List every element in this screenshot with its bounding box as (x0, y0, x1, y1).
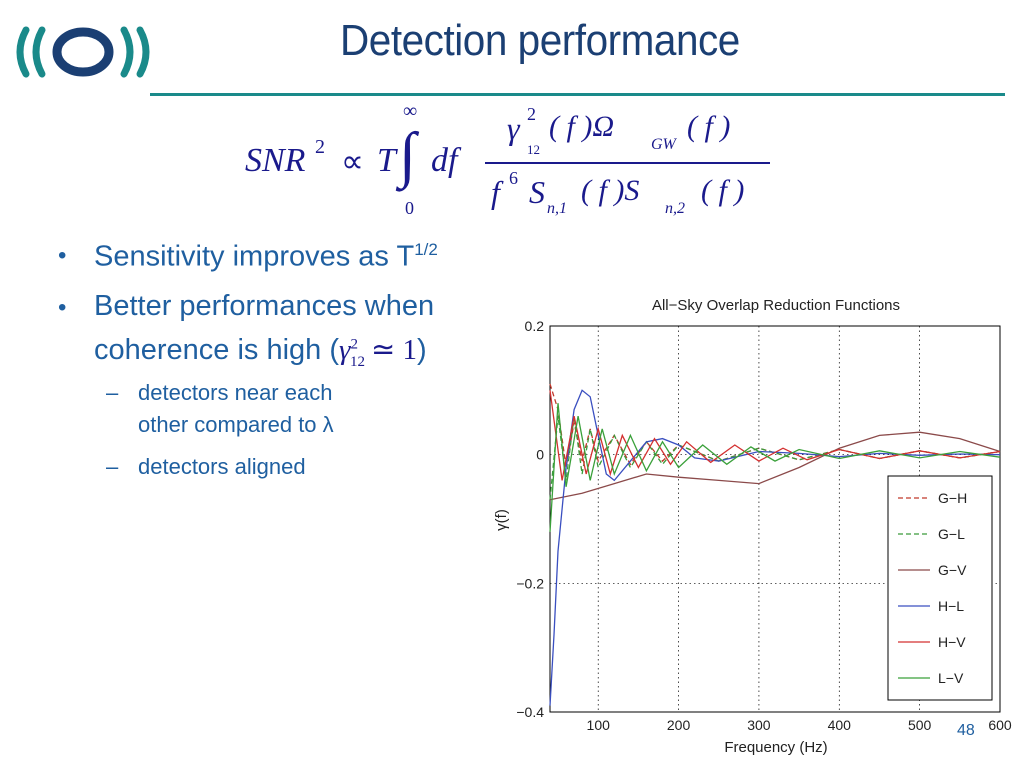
coherence-simeq: ≃ 1 (370, 334, 418, 366)
chart-legend-label: G−V (938, 562, 967, 578)
coherence-gamma-sup: 2 (350, 336, 358, 353)
chart-ytick-label: 0 (536, 447, 544, 463)
chart-ytick-label: 0.2 (525, 318, 545, 334)
snr-formula: SNR 2 ∝ T ∞ ∫ 0 df γ 2 12 ( f )Ω GW ( f … (245, 100, 785, 230)
bullet-coherence-text: coherence is high ( (94, 334, 340, 366)
formula-T: T (377, 142, 396, 179)
formula-num-gamma-sub: 12 (527, 142, 540, 157)
subbullet-near-line2: other compared to λ (138, 412, 334, 437)
chart-xtick-label: 400 (828, 717, 852, 733)
chart-title: All−Sky Overlap Reduction Functions (652, 297, 900, 314)
formula-den-f: f (491, 174, 500, 210)
formula-snr: SNR (245, 142, 306, 179)
formula-den-S1: S (529, 174, 545, 210)
subbullet-near-line1: detectors near each (138, 380, 333, 405)
bullet-marker: • (58, 294, 67, 321)
formula-df: df (431, 142, 458, 179)
formula-den-f-sup: 6 (509, 168, 518, 188)
formula-fraction-bar (485, 162, 770, 164)
chart-plot-area: 100 200 300 400 500 600 −0.4 −0.2 0 0.2 G−H G−L G−V H… (516, 318, 1012, 733)
formula-num-f1: ( f )Ω (549, 110, 615, 143)
chart-series-G−V (549, 431, 1001, 501)
chart-series-L−V (549, 403, 1001, 532)
formula-int-lower: 0 (405, 198, 414, 218)
chart-xtick-label: 300 (747, 717, 771, 733)
chart-ytick-label: −0.4 (516, 704, 544, 720)
formula-den-end: ( f ) (701, 174, 745, 207)
chart-legend-label: L−V (938, 670, 964, 686)
chart-xtick-label: 100 (587, 717, 611, 733)
chart-ytick-label: −0.2 (516, 575, 544, 591)
chart-xtick-label: 500 (908, 717, 932, 733)
subbullet-marker: – (106, 454, 119, 479)
chart-xlabel: Frequency (Hz) (724, 739, 827, 756)
formula-num-gamma: γ (507, 110, 520, 146)
chart-ylabel: γ(f) (493, 509, 510, 531)
title-divider (150, 93, 1005, 96)
chart-legend-label: H−L (938, 598, 964, 614)
chart-legend (887, 475, 993, 701)
chart-series-H−V (549, 390, 1001, 481)
formula-propto: ∝ (341, 143, 364, 179)
subbullet-marker: – (106, 380, 119, 405)
chart-xtick-label: 600 (988, 717, 1012, 733)
coherence-gamma-sub: 12 (349, 353, 365, 370)
formula-den-S1-sub: n,1 (547, 200, 567, 217)
bullet-marker: • (58, 242, 67, 269)
chart-xtick-label: 200 (667, 717, 691, 733)
wave-logo-icon (16, 26, 150, 78)
page-number: 48 (957, 722, 975, 739)
formula-snr-exp: 2 (315, 136, 325, 158)
formula-num-omega-sub: GW (651, 136, 676, 153)
chart-legend-label: G−L (938, 526, 965, 542)
bullet-sensitivity-text: Sensitivity improves as T (94, 240, 415, 273)
bullet-coherence-line1: Better performances when (94, 290, 435, 322)
formula-num-f2: ( f ) (687, 110, 731, 143)
formula-integral: ∫ (399, 121, 416, 189)
bullet-coherence-close: ) (417, 334, 427, 366)
formula-den-mid: ( f )S (581, 174, 640, 207)
subbullet-aligned: detectors aligned (138, 454, 306, 479)
overlap-reduction-chart: All−Sky Overlap Reduction Functions Freq… (493, 297, 1012, 756)
bullet-sensitivity-exp: 1/2 (414, 240, 438, 259)
bullet-sensitivity: Sensitivity improves as T1/2 (94, 240, 438, 274)
formula-num-gamma-sup: 2 (527, 104, 536, 124)
bullet-coherence-line2: coherence is high (γ212 ≃ 1) (94, 332, 427, 371)
page-title: Detection performance (340, 16, 740, 65)
chart-legend-label: G−H (938, 490, 967, 506)
chart-legend-label: H−V (938, 634, 966, 650)
coherence-gamma: γ (339, 334, 351, 366)
formula-int-upper: ∞ (403, 100, 418, 122)
formula-den-S2-sub: n,2 (665, 200, 685, 217)
